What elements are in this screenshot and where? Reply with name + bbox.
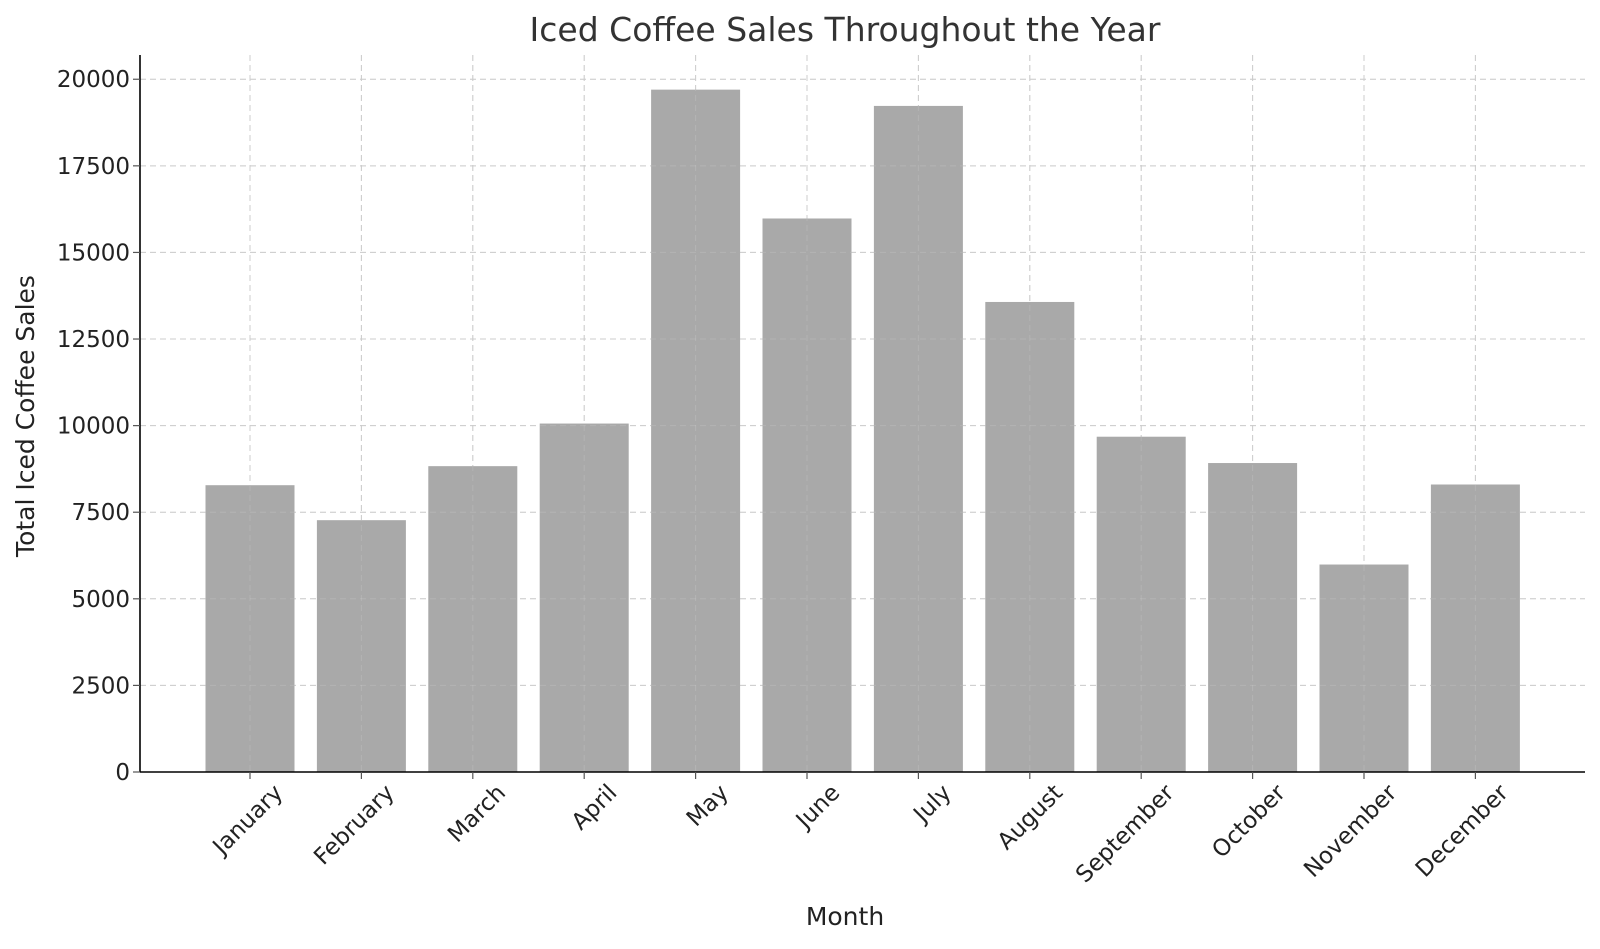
bar-august — [985, 301, 1075, 772]
bar-june — [762, 218, 852, 772]
x-axis-title: Month — [806, 902, 884, 931]
bar-july — [873, 105, 963, 773]
y-tick-label: 0 — [115, 760, 130, 786]
bar-may — [651, 89, 741, 772]
x-tick-label: June — [790, 780, 845, 835]
x-tick-label: December — [1411, 779, 1514, 882]
bar-february — [316, 520, 406, 772]
bar-november — [1319, 564, 1409, 772]
y-tick-label: 12500 — [57, 327, 130, 353]
y-tick-label: 20000 — [57, 67, 130, 93]
bar-april — [539, 423, 629, 772]
y-axis-title: Total Iced Coffee Sales — [11, 275, 40, 558]
x-tick-label: May — [682, 780, 734, 832]
x-tick-label: April — [567, 780, 623, 836]
x-tick-label: January — [207, 780, 288, 861]
bar-october — [1208, 463, 1298, 772]
y-tick-label: 10000 — [57, 414, 130, 440]
x-tick-label: October — [1207, 779, 1291, 863]
bar-january — [205, 485, 295, 772]
bar-december — [1430, 484, 1520, 772]
x-ticks: January February March April May June July Augu… — [207, 772, 1514, 888]
chart-title: Iced Coffee Sales Throughout the Year — [530, 10, 1161, 49]
bar-september — [1096, 436, 1186, 772]
x-tick-label: August — [993, 780, 1068, 855]
axes — [139, 55, 1585, 773]
x-tick-label: March — [443, 780, 511, 848]
y-tick-label: 7500 — [71, 500, 130, 526]
bars — [140, 55, 1585, 773]
x-tick-label: November — [1299, 779, 1402, 882]
x-tick-label: July — [908, 780, 957, 829]
y-ticks: 0 2500 5000 7500 10000 12500 15000 17500 20000 — [57, 67, 140, 786]
x-tick-label: February — [309, 780, 399, 870]
x-tick-label: September — [1071, 779, 1180, 888]
y-tick-label: 15000 — [57, 240, 130, 266]
y-tick-label: 2500 — [71, 673, 130, 699]
y-tick-label: 17500 — [57, 154, 130, 180]
bar-march — [428, 466, 518, 772]
y-tick-label: 5000 — [71, 587, 130, 613]
